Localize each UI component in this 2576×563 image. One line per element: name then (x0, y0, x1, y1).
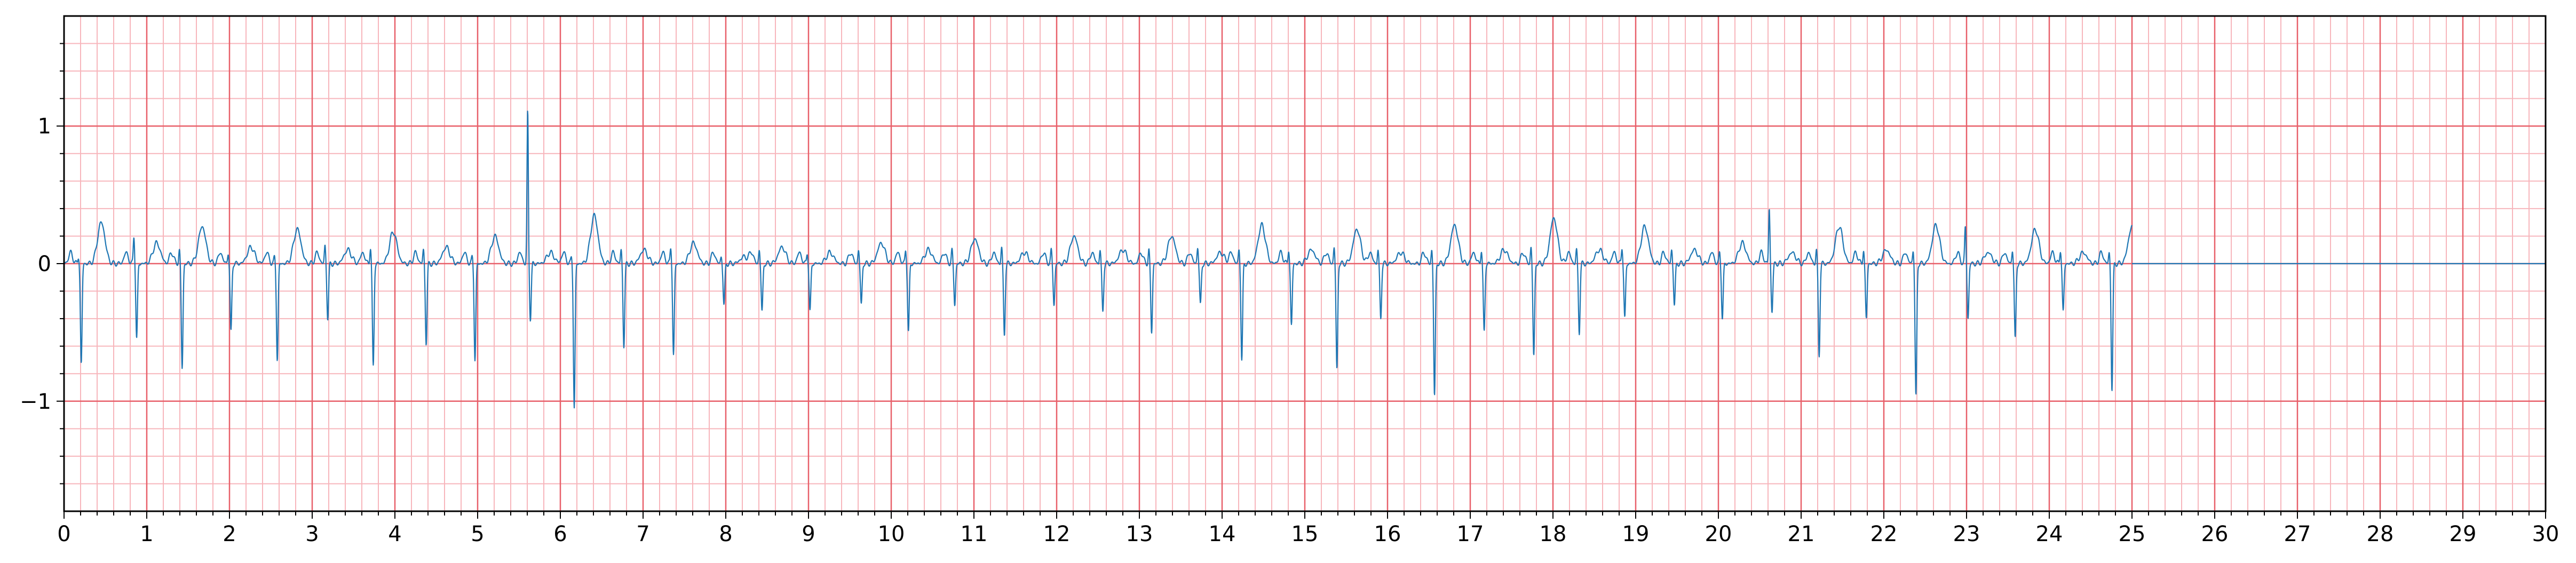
y-tick-label: −1 (20, 390, 51, 414)
x-axis: 0 1 2 3 4 5 6 7 8 9 10 11 12 13 14 15 16 17 18 19 20 21 22 23 24… (57, 511, 2559, 546)
x-tick-label: 29 (2450, 522, 2477, 546)
x-tick-label: 18 (1540, 522, 1567, 546)
x-tick-label: 13 (1126, 522, 1153, 546)
x-tick-label: 12 (1043, 522, 1071, 546)
x-tick-label: 23 (1953, 522, 1980, 546)
x-tick-label: 10 (878, 522, 905, 546)
x-tick-label: 4 (388, 522, 401, 546)
x-tick-label: 3 (305, 522, 319, 546)
x-tick-label: 11 (961, 522, 988, 546)
x-tick-label: 5 (471, 522, 484, 546)
x-tick-label: 19 (1622, 522, 1650, 546)
x-tick-label: 21 (1788, 522, 1815, 546)
ecg-trace (64, 110, 2133, 409)
x-tick-label: 8 (719, 522, 732, 546)
x-tick-label: 22 (1870, 522, 1898, 546)
x-tick-label: 9 (802, 522, 815, 546)
x-tick-label: 17 (1457, 522, 1484, 546)
x-tick-label: 7 (636, 522, 649, 546)
x-tick-label: 14 (1209, 522, 1236, 546)
x-tick-label: 24 (2036, 522, 2063, 546)
x-tick-label: 1 (140, 522, 153, 546)
ecg-series (64, 110, 2133, 409)
x-tick-label: 30 (2532, 522, 2559, 546)
x-tick-label: 20 (1705, 522, 1732, 546)
x-tick-label: 28 (2367, 522, 2394, 546)
x-tick-label: 27 (2284, 522, 2311, 546)
x-tick-label: 0 (57, 522, 70, 546)
x-tick-label: 15 (1291, 522, 1319, 546)
y-axis: −1 0 1 (20, 43, 64, 485)
x-tick-label: 16 (1374, 522, 1401, 546)
x-tick-label: 2 (223, 522, 236, 546)
y-tick-label: 1 (38, 114, 51, 139)
x-tick-label: 25 (2119, 522, 2146, 546)
y-tick-label: 0 (38, 252, 51, 276)
x-tick-label: 6 (553, 522, 567, 546)
x-tick-label: 26 (2201, 522, 2229, 546)
